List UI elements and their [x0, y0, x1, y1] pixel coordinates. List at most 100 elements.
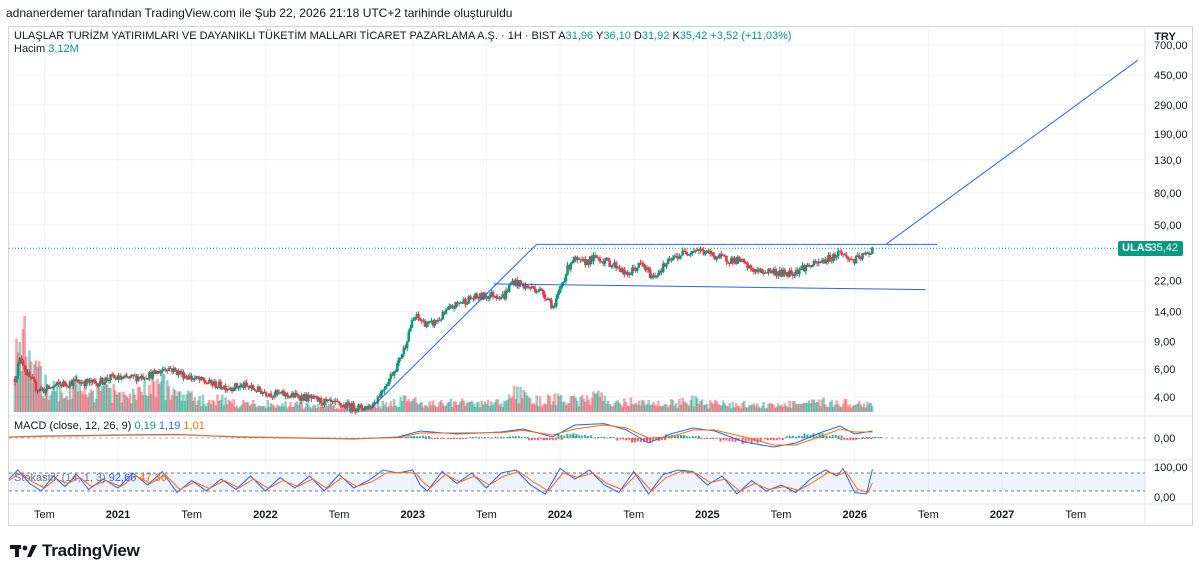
macd-series-signal: [8, 424, 873, 446]
macd-histogram-bar: [424, 438, 427, 439]
stoch-tick-label: 0,00: [1154, 492, 1175, 504]
tradingview-brand[interactable]: TradingView: [10, 541, 140, 561]
volume-bar: [483, 402, 487, 412]
macd-histogram-bar: [688, 436, 691, 438]
candle-body: [794, 270, 798, 274]
candle-body: [543, 294, 547, 299]
candle-body: [741, 258, 744, 260]
ohlc-high-label: Y: [595, 30, 604, 42]
candle-body: [768, 268, 772, 271]
volume-bar: [162, 373, 166, 412]
macd-histogram-bar: [545, 438, 548, 441]
ohlc-open-label: A: [558, 30, 566, 42]
candle-body: [362, 408, 365, 410]
candle-body: [413, 317, 417, 320]
volume-bar: [563, 401, 566, 412]
candle-body: [653, 275, 657, 278]
candle-body: [796, 270, 800, 274]
volume-bar: [33, 364, 36, 412]
candle-body: [161, 369, 164, 372]
candle-body: [635, 267, 639, 271]
candle-body: [253, 389, 257, 391]
candle-body: [109, 374, 112, 381]
price-tick-label: 130,0: [1154, 155, 1182, 167]
volume-bar: [613, 403, 616, 412]
macd-histogram-bar: [673, 434, 676, 438]
volume-bar: [84, 394, 88, 412]
chart-frame[interactable]: [8, 26, 1193, 526]
candle-body: [391, 373, 394, 376]
candle-body: [733, 258, 736, 264]
time-axis[interactable]: Tem 2021 Tem 2022 Tem 2023 Tem 2024 Tem 2025 Tem 20…: [34, 509, 1086, 521]
candle-body: [39, 388, 43, 391]
stoch-legend[interactable]: Stokastik (14, 1, 3) 92,66 47,36: [14, 472, 167, 484]
candle-body: [300, 395, 304, 401]
volume-bar: [128, 393, 132, 412]
candle-body: [308, 395, 312, 397]
macd-histogram-bar: [722, 438, 725, 441]
candle-body: [54, 385, 57, 387]
candle-body: [128, 376, 132, 378]
candle-body: [55, 382, 59, 386]
volume-bar: [564, 405, 568, 412]
candle-body: [418, 317, 422, 321]
candle-body: [590, 256, 594, 262]
currency-label[interactable]: TRY: [1154, 31, 1176, 43]
candle-body: [279, 392, 282, 394]
volume-bar: [780, 404, 783, 412]
volume-bar: [728, 403, 731, 412]
volume-bar: [144, 395, 148, 412]
candle-body: [491, 292, 495, 297]
candle-body: [36, 390, 39, 392]
volume-bar: [757, 406, 761, 412]
volume-bar: [606, 400, 610, 412]
volume-label: Hacim: [14, 43, 46, 55]
volume-bar: [159, 381, 163, 412]
volume-bar: [603, 396, 607, 412]
brand-name: TradingView: [42, 541, 140, 560]
volume-bar: [738, 406, 741, 412]
candle-body: [315, 396, 318, 398]
volume-bar: [118, 392, 122, 412]
candle-body: [44, 389, 47, 394]
candle-body: [316, 397, 320, 402]
candle-body: [102, 382, 106, 385]
candle-body: [627, 273, 631, 276]
volume-bar: [765, 407, 769, 412]
candle-body: [472, 298, 475, 300]
macd-histogram-bar: [594, 437, 597, 439]
candle-body: [298, 398, 302, 401]
candle-body: [738, 256, 741, 262]
macd-histogram-bar: [590, 435, 593, 438]
macd-histogram-bar: [442, 438, 445, 440]
candle-body: [164, 369, 167, 371]
volume-bar: [514, 398, 518, 412]
volume-bar: [272, 405, 276, 412]
candle-body: [655, 275, 659, 278]
candles: [13, 246, 874, 415]
candle-body: [477, 297, 480, 299]
volume-bar: [572, 395, 576, 412]
volume-bar: [21, 329, 25, 412]
candle-body: [465, 303, 469, 305]
trendlines[interactable]: [371, 59, 1138, 409]
volume-bar: [618, 402, 621, 412]
volume-bar: [91, 391, 94, 412]
time-tick-label: Tem: [771, 509, 792, 521]
volume-bar: [530, 404, 534, 412]
macd-legend[interactable]: MACD (close, 12, 26, 9) 0,19 1,19 1,01: [14, 420, 205, 432]
volume-bar: [234, 406, 237, 412]
volume-legend[interactable]: Hacim 3,12M: [14, 43, 79, 55]
volume-bar: [131, 388, 135, 412]
candle-body: [567, 265, 571, 270]
candle-body: [618, 267, 621, 269]
main-legend[interactable]: ULAŞLAR TURİZM YATIRIMLARI VE DAYANIKLI …: [14, 30, 792, 42]
macd-histogram-bar: [557, 433, 560, 438]
candle-body: [631, 267, 634, 274]
candle-body: [337, 401, 341, 404]
candle-body: [138, 376, 141, 379]
price-axis[interactable]: 700,00 450,00 290,00 190,00 130,0 80,00 50,00 2…: [1154, 40, 1188, 404]
candle-body: [94, 381, 98, 384]
candle-body: [535, 291, 539, 293]
